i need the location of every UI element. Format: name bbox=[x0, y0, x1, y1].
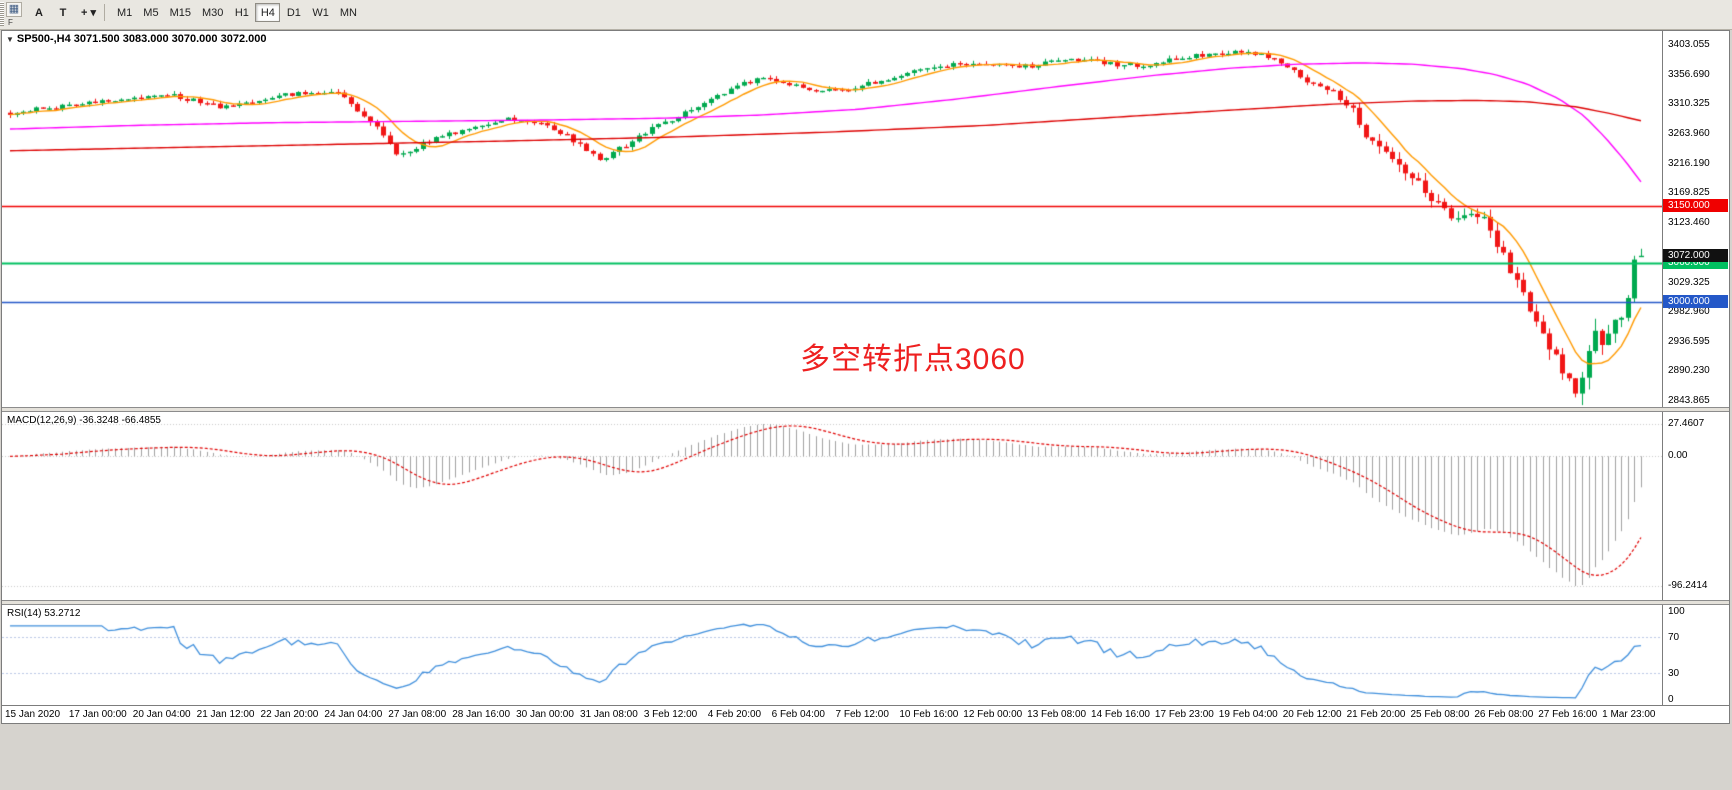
chart-text-annotation[interactable]: 多空转折点3060 bbox=[800, 343, 1026, 376]
timeframe-d1-button[interactable]: D1 bbox=[281, 3, 306, 22]
time-label: 28 Jan 16:00 bbox=[452, 709, 511, 720]
text-tool-button[interactable]: T bbox=[52, 3, 74, 22]
rsi-tick: 70 bbox=[1668, 632, 1680, 644]
price-tick: 2843.865 bbox=[1668, 395, 1710, 406]
chart-dropdown-icon[interactable]: ▼ bbox=[6, 35, 14, 44]
macd-tick: 0.00 bbox=[1668, 450, 1688, 462]
price-tick: 3356.690 bbox=[1668, 68, 1710, 80]
time-label: 1 Mar 23:00 bbox=[1602, 709, 1656, 720]
timeframe-h1-button[interactable]: H1 bbox=[229, 3, 254, 22]
timeframe-m1-button[interactable]: M1 bbox=[112, 3, 137, 22]
price-tick: 3216.190 bbox=[1668, 157, 1710, 169]
time-label: 20 Feb 12:00 bbox=[1282, 709, 1342, 720]
time-label: 13 Feb 08:00 bbox=[1027, 709, 1087, 720]
symbol-quote-line: ▼ SP500-,H4 3071.500 3083.000 3070.000 30… bbox=[6, 33, 266, 45]
toolbar-grip[interactable] bbox=[0, 2, 4, 26]
macd-pane: MACD(12,26,9) -36.3248 -66.4855 27.4607 0… bbox=[2, 412, 1729, 600]
toolbar-overflow-label: F bbox=[8, 18, 13, 27]
price-tick: 3169.825 bbox=[1668, 187, 1710, 199]
macd-axis[interactable]: 27.4607 0.00 -96.2414 bbox=[1662, 412, 1729, 600]
time-label: 27 Jan 08:00 bbox=[388, 709, 447, 720]
price-tick: 2890.230 bbox=[1668, 365, 1710, 377]
rsi-axis[interactable]: 100 70 30 0 bbox=[1662, 605, 1729, 705]
price-badge-3072.000: 3072.000 bbox=[1663, 248, 1728, 262]
macd-canvas[interactable] bbox=[2, 412, 1663, 600]
time-label: 4 Feb 20:00 bbox=[707, 709, 762, 720]
macd-tick: 27.4607 bbox=[1668, 418, 1705, 429]
time-label: 12 Feb 00:00 bbox=[963, 709, 1023, 720]
chart-window: ▼ SP500-,H4 3071.500 3083.000 3070.000 30… bbox=[1, 30, 1730, 724]
pane-splitter[interactable] bbox=[2, 600, 1729, 605]
rsi-label: RSI(14) 53.2712 bbox=[7, 608, 81, 619]
time-label: 24 Jan 04:00 bbox=[324, 709, 383, 720]
price-badge-3150.000: 3150.000 bbox=[1663, 199, 1728, 213]
time-label: 31 Jan 08:00 bbox=[579, 709, 638, 720]
time-label: 7 Feb 12:00 bbox=[835, 709, 889, 720]
time-label: 20 Jan 04:00 bbox=[132, 709, 191, 720]
time-label: 21 Feb 20:00 bbox=[1346, 709, 1406, 720]
time-label: 10 Feb 16:00 bbox=[899, 709, 959, 720]
pane-splitter[interactable] bbox=[2, 407, 1729, 412]
price-tick: 3263.960 bbox=[1668, 127, 1710, 139]
time-label: 14 Feb 16:00 bbox=[1091, 709, 1150, 720]
time-label: 19 Feb 04:00 bbox=[1218, 709, 1278, 720]
annotate-a-tool-button[interactable]: A bbox=[28, 3, 50, 22]
time-label: 21 Jan 12:00 bbox=[196, 709, 255, 720]
time-label: 30 Jan 00:00 bbox=[516, 709, 574, 720]
rsi-canvas[interactable] bbox=[2, 605, 1663, 705]
timeframe-w1-button[interactable]: W1 bbox=[307, 3, 334, 22]
price-badge-3000.000: 3000.000 bbox=[1663, 294, 1728, 308]
price-tick: 3310.325 bbox=[1668, 98, 1710, 110]
time-label: 3 Feb 12:00 bbox=[643, 709, 698, 720]
symbols-grid-icon[interactable]: ▦ bbox=[6, 2, 22, 17]
timeframe-m30-button[interactable]: M30 bbox=[197, 3, 228, 22]
timeframe-m15-button[interactable]: M15 bbox=[165, 3, 196, 22]
symbol-quote-text: SP500-,H4 3071.500 3083.000 3070.000 307… bbox=[16, 33, 267, 45]
time-label: 17 Jan 00:00 bbox=[68, 709, 127, 720]
rsi-tick: 100 bbox=[1668, 606, 1685, 617]
time-label: 6 Feb 04:00 bbox=[771, 709, 825, 720]
main-chart-canvas[interactable] bbox=[2, 31, 1663, 407]
timeframe-m5-button[interactable]: M5 bbox=[138, 3, 163, 22]
rsi-pane: RSI(14) 53.2712 100 70 30 0 bbox=[2, 605, 1729, 705]
time-label: 15 Jan 2020 bbox=[5, 709, 61, 720]
macd-tick: -96.2414 bbox=[1668, 580, 1708, 591]
time-label: 25 Feb 08:00 bbox=[1410, 709, 1470, 720]
timeframe-h4-button[interactable]: H4 bbox=[255, 3, 281, 22]
macd-label: MACD(12,26,9) -36.3248 -66.4855 bbox=[7, 415, 161, 426]
time-label: 27 Feb 16:00 bbox=[1538, 709, 1598, 720]
main-chart-pane: ▼ SP500-,H4 3071.500 3083.000 3070.000 30… bbox=[2, 31, 1729, 407]
toolbar: ▦ F A T + ▾ M1 M5 M15 M30 H1 H4 D1 W1 MN bbox=[0, 0, 1732, 30]
time-axis[interactable]: 15 Jan 2020 17 Jan 00:00 20 Jan 04:00 21 Ja… bbox=[2, 705, 1729, 723]
timeframe-group: M1 M5 M15 M30 H1 H4 D1 W1 MN bbox=[112, 3, 362, 22]
price-axis[interactable]: 3403.055 3356.690 3310.325 3263.960 3216.190… bbox=[1662, 31, 1729, 407]
price-tick: 2936.595 bbox=[1668, 335, 1710, 347]
time-label: 17 Feb 23:00 bbox=[1154, 709, 1214, 720]
price-tick: 2982.960 bbox=[1668, 306, 1710, 318]
rsi-tick: 0 bbox=[1668, 694, 1674, 705]
rsi-tick: 30 bbox=[1668, 667, 1680, 679]
crosshair-tool-button[interactable]: + ▾ bbox=[76, 3, 101, 22]
drawing-tools-group: A T + ▾ bbox=[28, 3, 101, 22]
toolbar-separator bbox=[104, 4, 105, 21]
price-tick: 3123.460 bbox=[1668, 217, 1710, 228]
timeframe-mn-button[interactable]: MN bbox=[335, 3, 362, 22]
price-tick: 3403.055 bbox=[1668, 39, 1710, 50]
time-label: 22 Jan 20:00 bbox=[260, 709, 319, 720]
time-label: 26 Feb 08:00 bbox=[1474, 709, 1534, 720]
price-tick: 3029.325 bbox=[1668, 276, 1710, 288]
